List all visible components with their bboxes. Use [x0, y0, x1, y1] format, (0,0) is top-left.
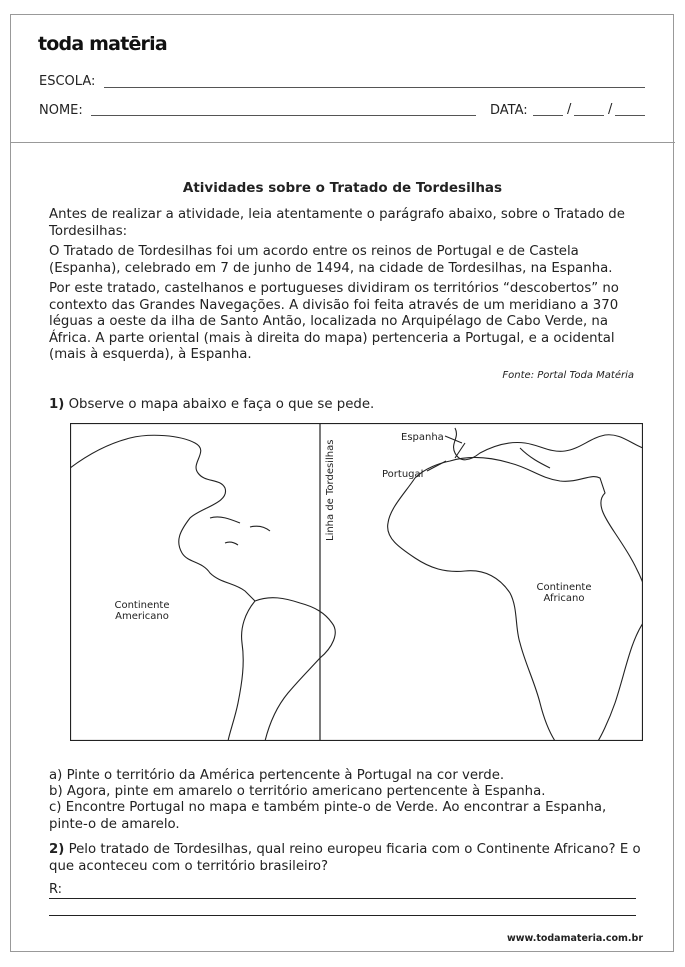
school-label: ESCOLA: [39, 74, 96, 89]
portugal-pointer [426, 460, 447, 472]
task-c: c) Encontre Portugal no mapa e também pi… [49, 800, 607, 832]
page-title: Atividades sobre o Tratado de Tordesilha… [182, 180, 503, 196]
footer-url: www.todamateria.com.br [506, 933, 643, 944]
source-note: Fonte: Portal Toda Matéria [502, 370, 634, 381]
question-2: 2) Pelo tratado de Tordesilhas, qual rei… [49, 842, 644, 875]
name-label: NOME: [39, 103, 83, 118]
date-separator: / [567, 102, 572, 117]
answer-line-1[interactable] [49, 884, 636, 899]
question-number: 1) [49, 397, 65, 412]
tordesilhas-label: Linha de Tordesilhas [325, 440, 336, 541]
date-month-input[interactable] [574, 101, 604, 116]
date-label: DATA: [490, 103, 528, 118]
south-america-outline [227, 597, 336, 741]
caribbean-outline [209, 516, 271, 546]
africa-outline [387, 456, 643, 741]
date-year-input[interactable] [615, 101, 645, 116]
intro-paragraph: Antes de realizar a atividade, leia aten… [49, 207, 625, 239]
date-separator: / [608, 102, 613, 117]
question-text: Pelo tratado de Tordesilhas, qual reino … [49, 842, 641, 874]
africa-label-line1: Continente [536, 582, 591, 593]
date-day-input[interactable] [533, 101, 563, 116]
logo: toda matēria [38, 33, 168, 55]
answer-line-2[interactable] [49, 901, 636, 916]
header-divider [10, 142, 675, 143]
name-input[interactable] [91, 101, 476, 116]
espanha-pointer [444, 435, 463, 444]
paragraph: Por este tratado, castelhanos e portugue… [49, 281, 619, 362]
paragraph: O Tratado de Tordesilhas foi um acordo e… [49, 244, 613, 276]
question-text: Observe o mapa abaixo e faça o que se pe… [64, 397, 375, 412]
world-map: Linha de Tordesilhas Espanha Portugal Co… [70, 423, 643, 741]
page-frame [10, 14, 674, 952]
europe-outline [453, 427, 643, 469]
america-label-line1: Continente [114, 600, 169, 611]
task-b: b) Agora, pinte em amarelo o território … [49, 784, 546, 799]
america-label-line2: Americano [115, 611, 169, 622]
espanha-label: Espanha [401, 432, 444, 443]
question-number: 2) [49, 842, 65, 857]
africa-label-line2: Africano [544, 593, 585, 604]
portugal-label: Portugal [382, 469, 423, 480]
north-america-outline [70, 434, 256, 602]
school-input[interactable] [104, 73, 645, 88]
task-a: a) Pinte o território da América pertenc… [49, 768, 505, 783]
question-1: 1) Observe o mapa abaixo e faça o que se… [49, 397, 649, 414]
